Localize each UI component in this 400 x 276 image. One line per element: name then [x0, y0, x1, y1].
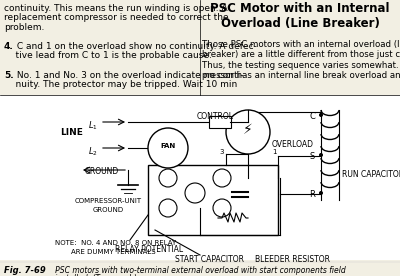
Circle shape [319, 113, 323, 117]
Circle shape [226, 110, 270, 154]
Circle shape [319, 191, 323, 195]
Text: BLEEDER RESISTOR: BLEEDER RESISTOR [255, 255, 330, 264]
Text: RELAY POTENTIAL: RELAY POTENTIAL [115, 245, 183, 254]
Circle shape [213, 169, 231, 187]
Circle shape [213, 199, 231, 217]
Text: R: R [309, 190, 315, 199]
Text: $L_2$: $L_2$ [88, 145, 98, 158]
Text: Those PSC motors with an internal overload (line
breaker) are a little different: Those PSC motors with an internal overlo… [202, 40, 400, 80]
Text: START CAPACITOR: START CAPACITOR [175, 255, 244, 264]
Text: 5: 5 [166, 175, 170, 181]
Text: problem.: problem. [4, 23, 44, 32]
Circle shape [148, 128, 188, 168]
Text: 2: 2 [220, 175, 224, 181]
Text: S: S [309, 152, 314, 161]
Text: NOTE:  NO. 4 AND NO. 8 ON RELAY: NOTE: NO. 4 AND NO. 8 ON RELAY [55, 240, 176, 246]
FancyBboxPatch shape [0, 95, 400, 260]
Text: PSC motors with two-terminal external overload with start components field: PSC motors with two-terminal external ov… [48, 266, 346, 275]
Text: 4.: 4. [4, 42, 14, 51]
Text: 3: 3 [220, 149, 224, 155]
Text: 8: 8 [166, 205, 170, 211]
Text: GROUND: GROUND [85, 167, 119, 176]
Text: GROUND: GROUND [92, 207, 124, 213]
Text: nuity. The protector may be tripped. Wait 10 min: nuity. The protector may be tripped. Wai… [4, 80, 237, 89]
Text: RUN CAPACITOR: RUN CAPACITOR [342, 170, 400, 179]
Text: 5.: 5. [4, 70, 14, 79]
Text: COMPRESSOR-UNIT: COMPRESSOR-UNIT [74, 198, 142, 204]
Text: C: C [309, 112, 315, 121]
Text: C and 1 on the overload show no continuity. A defec-: C and 1 on the overload show no continui… [14, 42, 257, 51]
Text: ARE DUMMY TERMINALS: ARE DUMMY TERMINALS [71, 249, 156, 255]
Circle shape [159, 169, 177, 187]
Text: 1: 1 [220, 205, 224, 211]
Text: $L_1$: $L_1$ [88, 119, 98, 131]
Text: 6: 6 [193, 190, 197, 196]
Text: CONTROL: CONTROL [196, 112, 234, 121]
Text: replacement compressor is needed to correct the: replacement compressor is needed to corr… [4, 14, 229, 23]
Circle shape [319, 153, 323, 157]
Text: No. 1 and No. 3 on the overload indicate no conti-: No. 1 and No. 3 on the overload indicate… [14, 70, 244, 79]
Text: FAN: FAN [160, 143, 176, 149]
Text: 1: 1 [272, 149, 276, 155]
FancyBboxPatch shape [209, 116, 231, 128]
Text: tive lead from C to 1 is the probable cause.: tive lead from C to 1 is the probable ca… [4, 52, 212, 60]
Circle shape [159, 199, 177, 217]
Text: continuity. This means the run winding is open. A: continuity. This means the run winding i… [4, 4, 228, 13]
Text: PSC Motor with an Internal
Overload (Line Breaker): PSC Motor with an Internal Overload (Lin… [210, 2, 390, 30]
Circle shape [185, 183, 205, 203]
Text: Fig. 7-69: Fig. 7-69 [4, 266, 46, 275]
Text: LINE: LINE [60, 128, 83, 137]
Text: OVERLOAD: OVERLOAD [272, 140, 314, 149]
Text: installed. (Tecumseh): installed. (Tecumseh) [48, 274, 137, 276]
Text: ⚡: ⚡ [243, 123, 253, 137]
FancyBboxPatch shape [148, 165, 278, 235]
